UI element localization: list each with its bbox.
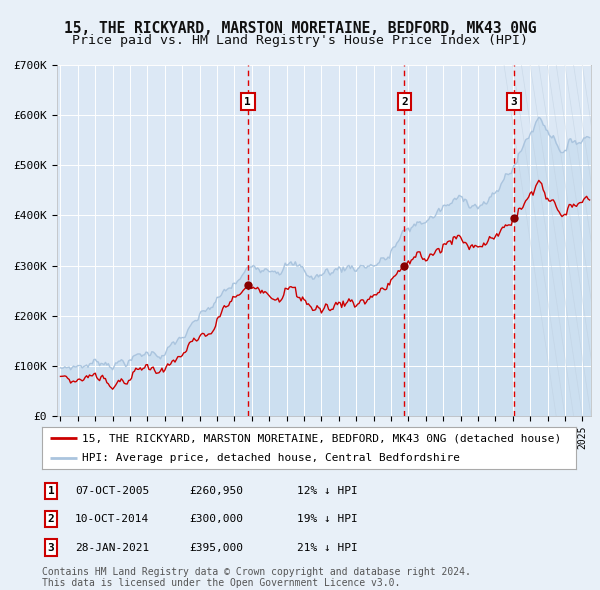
Text: £300,000: £300,000 [189, 514, 243, 524]
Text: 1: 1 [244, 97, 251, 107]
Text: 12% ↓ HPI: 12% ↓ HPI [297, 486, 358, 496]
Text: 2: 2 [47, 514, 55, 524]
Text: 1: 1 [47, 486, 55, 496]
Text: 15, THE RICKYARD, MARSTON MORETAINE, BEDFORD, MK43 0NG: 15, THE RICKYARD, MARSTON MORETAINE, BED… [64, 21, 536, 35]
Text: 3: 3 [511, 97, 517, 107]
Text: 07-OCT-2005: 07-OCT-2005 [75, 486, 149, 496]
Text: 15, THE RICKYARD, MARSTON MORETAINE, BEDFORD, MK43 0NG (detached house): 15, THE RICKYARD, MARSTON MORETAINE, BED… [82, 433, 562, 443]
Text: Price paid vs. HM Land Registry's House Price Index (HPI): Price paid vs. HM Land Registry's House … [72, 34, 528, 47]
Text: 10-OCT-2014: 10-OCT-2014 [75, 514, 149, 524]
Text: Contains HM Land Registry data © Crown copyright and database right 2024.
This d: Contains HM Land Registry data © Crown c… [42, 566, 471, 588]
Text: 19% ↓ HPI: 19% ↓ HPI [297, 514, 358, 524]
Text: £395,000: £395,000 [189, 543, 243, 552]
Text: 3: 3 [47, 543, 55, 552]
Text: 28-JAN-2021: 28-JAN-2021 [75, 543, 149, 552]
Text: 21% ↓ HPI: 21% ↓ HPI [297, 543, 358, 552]
Text: HPI: Average price, detached house, Central Bedfordshire: HPI: Average price, detached house, Cent… [82, 453, 460, 463]
Text: 2: 2 [401, 97, 408, 107]
Text: £260,950: £260,950 [189, 486, 243, 496]
